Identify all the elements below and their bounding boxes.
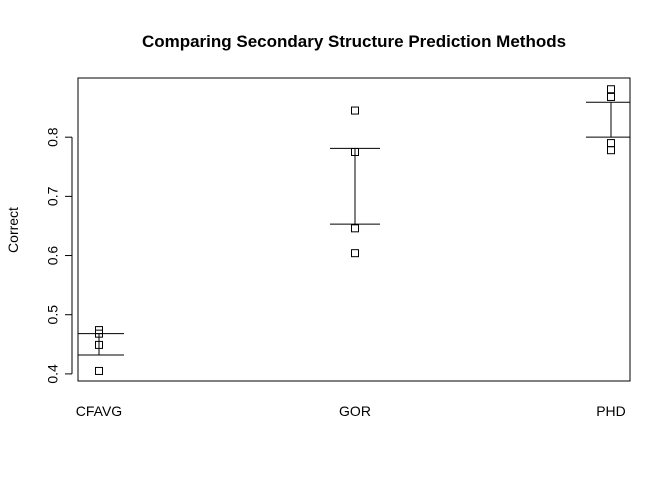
data-point	[351, 224, 359, 233]
x-tick-label: CFAVG	[76, 403, 122, 419]
data-point	[607, 92, 615, 101]
data-point	[95, 366, 103, 375]
y-tick-label: 0.4	[45, 364, 61, 384]
y-tick-label: 0.7	[45, 186, 61, 206]
x-tick-label: PHD	[596, 403, 626, 419]
data-point	[351, 147, 359, 156]
chart-title: Comparing Secondary Structure Prediction…	[142, 32, 566, 51]
data-point	[95, 329, 103, 338]
data-point	[607, 146, 615, 155]
data-point	[351, 106, 359, 115]
y-tick-label: 0.8	[45, 127, 61, 147]
plot-frame	[77, 77, 631, 382]
data-point	[95, 340, 103, 349]
y-tick-label: 0.5	[45, 305, 61, 325]
y-axis-label: Correct	[5, 207, 21, 253]
data-point	[351, 249, 359, 258]
data-point	[607, 85, 615, 94]
y-tick-label: 0.6	[45, 246, 61, 266]
x-tick-label: GOR	[339, 403, 371, 419]
